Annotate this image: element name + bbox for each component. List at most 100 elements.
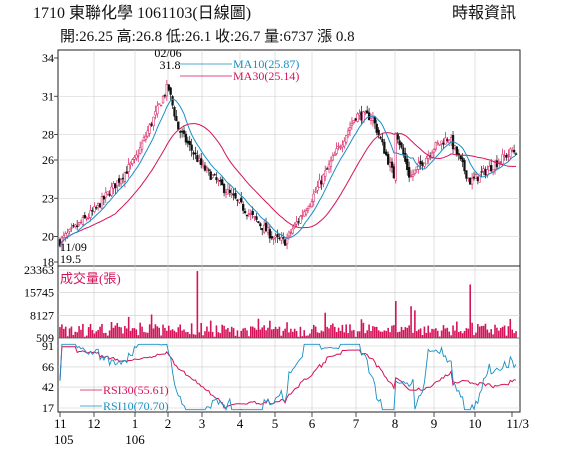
volume-bar bbox=[354, 336, 357, 338]
price-tick-label: 28 bbox=[42, 128, 54, 142]
candle-body bbox=[484, 169, 487, 176]
candle-body bbox=[163, 95, 167, 97]
candle-body bbox=[234, 192, 237, 199]
volume-bar bbox=[146, 332, 149, 338]
volume-bar bbox=[383, 330, 386, 338]
volume-bar bbox=[80, 329, 82, 338]
candle-body bbox=[89, 210, 92, 218]
candle-body bbox=[322, 174, 325, 185]
x-tick-label: 2 bbox=[165, 416, 172, 431]
candle-body bbox=[83, 214, 86, 219]
volume-bar bbox=[263, 325, 265, 338]
price-tick-label: 18 bbox=[42, 255, 54, 269]
volume-bar bbox=[257, 318, 260, 338]
volume-bar bbox=[291, 331, 294, 338]
volume-bar bbox=[242, 328, 244, 338]
volume-bar bbox=[278, 326, 281, 338]
candle-body bbox=[314, 191, 317, 193]
candle-body bbox=[406, 158, 409, 171]
volume-bar bbox=[442, 325, 445, 338]
volume-bar bbox=[297, 336, 300, 338]
candle-body bbox=[385, 151, 388, 156]
volume-bar bbox=[469, 284, 472, 338]
volume-bar bbox=[324, 312, 327, 338]
candle-body bbox=[125, 171, 128, 174]
candle-body bbox=[137, 155, 140, 157]
candle-body bbox=[383, 141, 386, 154]
candle-body bbox=[230, 193, 233, 195]
volume-bar bbox=[116, 323, 119, 338]
candle-body bbox=[259, 223, 262, 227]
candle-body bbox=[470, 177, 474, 185]
volume-bar bbox=[122, 333, 124, 338]
volume-bar bbox=[274, 326, 277, 338]
volume-bar bbox=[61, 324, 63, 338]
volume-bar bbox=[175, 332, 178, 338]
volume-bar bbox=[106, 335, 109, 338]
volume-bar bbox=[97, 329, 99, 338]
volume-bar bbox=[341, 324, 344, 338]
volume-bar bbox=[95, 331, 98, 338]
volume-bar bbox=[507, 326, 510, 338]
volume-bar bbox=[70, 326, 73, 338]
volume-bar bbox=[408, 325, 410, 338]
volume-bar bbox=[236, 330, 239, 338]
candle-body bbox=[224, 192, 228, 195]
candle-body bbox=[198, 158, 201, 161]
volume-bar bbox=[415, 331, 418, 338]
volume-bar bbox=[312, 324, 315, 338]
candle-body bbox=[68, 228, 71, 232]
volume-bar bbox=[129, 330, 132, 338]
volume-bar bbox=[414, 310, 416, 338]
candle-body bbox=[488, 166, 491, 171]
volume-bar bbox=[190, 323, 193, 338]
volume-bar bbox=[368, 324, 370, 338]
volume-bar bbox=[293, 328, 296, 338]
volume-bar bbox=[208, 331, 210, 338]
candle-body bbox=[346, 130, 350, 136]
volume-bar bbox=[305, 335, 307, 338]
candle-body bbox=[276, 234, 279, 238]
volume-bar bbox=[398, 331, 401, 338]
candle-body bbox=[146, 130, 149, 137]
candle-body bbox=[257, 221, 260, 224]
volume-bar bbox=[59, 327, 61, 338]
candle-body bbox=[159, 104, 163, 107]
candle-body bbox=[251, 210, 254, 215]
candle-body bbox=[247, 213, 251, 215]
candle-body bbox=[184, 133, 188, 143]
volume-bar bbox=[385, 330, 388, 338]
x-tick-label: 11 bbox=[54, 416, 67, 431]
volume-bar bbox=[72, 334, 75, 338]
volume-bar bbox=[452, 325, 454, 338]
volume-bar bbox=[154, 324, 157, 338]
candle-body bbox=[169, 87, 172, 95]
volume-bar bbox=[286, 322, 288, 338]
candle-body bbox=[434, 142, 438, 150]
volume-bar bbox=[423, 326, 426, 338]
candle-body bbox=[325, 168, 329, 170]
volume-bar bbox=[412, 332, 414, 338]
volume-bar bbox=[204, 331, 206, 338]
candle-body bbox=[232, 193, 235, 196]
x-tick-label: 9 bbox=[431, 416, 438, 431]
volume-bar bbox=[213, 336, 216, 338]
volume-bar bbox=[183, 329, 185, 338]
candle-body bbox=[97, 202, 100, 206]
rsi-tick-label: 66 bbox=[42, 360, 54, 374]
candle-body bbox=[98, 203, 102, 208]
candle-body bbox=[91, 210, 94, 212]
candle-body bbox=[129, 162, 132, 166]
candle-body bbox=[242, 204, 245, 211]
volume-bar bbox=[194, 334, 197, 338]
candle-body bbox=[350, 123, 354, 126]
candle-body bbox=[116, 180, 119, 186]
volume-bar bbox=[139, 322, 141, 338]
candle-body bbox=[72, 225, 75, 227]
candle-body bbox=[337, 145, 340, 148]
volume-bar bbox=[187, 332, 189, 338]
candle-body bbox=[327, 163, 331, 170]
volume-bar bbox=[133, 328, 136, 338]
candle-body bbox=[207, 169, 210, 171]
candle-body bbox=[179, 131, 182, 133]
